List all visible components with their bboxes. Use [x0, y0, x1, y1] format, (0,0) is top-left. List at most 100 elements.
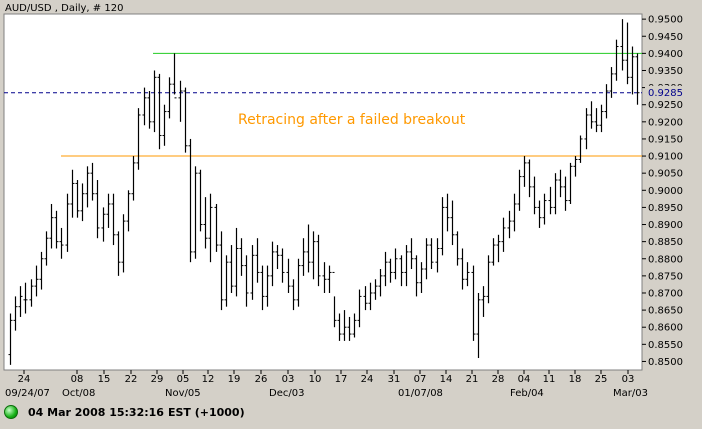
ohlc-bar: [378, 269, 383, 297]
current-price-box: [645, 85, 695, 99]
x-day-label: 04: [518, 374, 531, 385]
ohlc-bar: [54, 210, 59, 249]
x-month-label: 01/07/08: [398, 388, 443, 399]
ohlc-bar: [193, 166, 198, 259]
ohlc-bar: [147, 91, 152, 129]
ohlc-bar: [214, 203, 219, 252]
ohlc-bar: [347, 316, 352, 341]
ohlc-bar: [553, 173, 558, 215]
ohlc-bar: [85, 166, 90, 208]
x-month-label: Oct/08: [62, 388, 95, 399]
price-bars: [8, 19, 640, 365]
y-tick-label: 0.9100: [648, 152, 683, 163]
ohlc-bar: [116, 231, 121, 276]
ohlc-bar: [450, 200, 455, 246]
ohlc-bar: [18, 286, 23, 317]
ohlc-bar: [255, 238, 260, 283]
ohlc-bar: [496, 234, 501, 263]
ohlc-bar: [332, 271, 337, 328]
reference-lines: [4, 52, 642, 157]
ohlc-bar: [224, 255, 229, 307]
y-tick-label: 0.9000: [648, 186, 683, 197]
ohlc-bar: [429, 238, 434, 270]
ohlc-bar: [296, 258, 301, 307]
y-tick-label: 0.8750: [648, 271, 683, 282]
ohlc-bar: [275, 245, 280, 270]
ohlc-bar: [34, 265, 39, 297]
y-tick-label: 0.8700: [648, 288, 683, 299]
ohlc-bar: [29, 279, 34, 307]
ohlc-bar: [537, 200, 542, 228]
ohlc-bar: [409, 238, 414, 270]
x-month-label: Feb/04: [510, 388, 544, 399]
ohlc-bar: [584, 108, 589, 150]
ohlc-bar: [136, 108, 141, 170]
status-timezone: EST (+1000): [167, 405, 245, 419]
ohlc-bar: [229, 245, 234, 293]
ohlc-bar: [414, 255, 419, 297]
ohlc-bar: [167, 77, 172, 119]
ohlc-bar: [75, 180, 80, 218]
ohlc-bar: [280, 248, 285, 283]
x-day-label: 17: [335, 374, 348, 385]
ohlc-bar: [512, 193, 517, 232]
x-day-label: 10: [309, 374, 322, 385]
ohlc-bar: [23, 282, 28, 314]
y-tick-label: 0.9150: [648, 134, 683, 145]
status-bar: 04 Mar 2008 15:32:16 EST (+1000): [4, 402, 245, 422]
x-day-label: 08: [71, 374, 84, 385]
ohlc-bar: [419, 262, 424, 293]
ohlc-bar: [527, 159, 532, 198]
ohlc-bar: [501, 217, 506, 252]
ohlc-bar: [101, 207, 106, 242]
chart-title: AUD/USD , Daily, # 120: [5, 3, 123, 14]
ohlc-bar: [121, 214, 126, 273]
x-day-label: 03: [282, 374, 295, 385]
x-day-label: 29: [151, 374, 164, 385]
ohlc-bar: [563, 176, 568, 211]
current-price-label: 0.9285: [648, 88, 683, 99]
ohlc-bar: [111, 193, 116, 246]
ohlc-bar: [388, 258, 393, 283]
y-tick-label: 0.9250: [648, 100, 683, 111]
ohlc-bar: [13, 296, 18, 331]
y-tick-label: 0.9500: [648, 15, 683, 26]
x-axis: 24 08 15 22 29 05 12 19 26 03 10 17 24 31 07 14 21 28 04 11…: [5, 370, 648, 399]
ohlc-bar: [440, 197, 445, 256]
ohlc-bar: [250, 245, 255, 300]
ohlc-bar: [363, 286, 368, 311]
ohlc-bar: [352, 313, 357, 338]
y-tick-label: 0.8500: [648, 357, 683, 368]
ohlc-bar: [342, 310, 347, 341]
ohlc-bar: [59, 227, 64, 259]
ohlc-bar: [522, 156, 527, 187]
x-month-label: Dec/03: [269, 388, 304, 399]
ohlc-bar: [383, 251, 388, 287]
y-tick-label: 0.8900: [648, 220, 683, 231]
ohlc-bar: [126, 190, 131, 232]
ohlc-bar: [70, 169, 75, 218]
ohlc-bar: [517, 169, 522, 211]
x-day-label: 05: [177, 374, 190, 385]
x-day-label: 14: [440, 374, 453, 385]
y-tick-label: 0.9200: [648, 117, 683, 128]
ohlc-bar: [481, 286, 486, 317]
ohlc-bar: [548, 186, 553, 215]
ohlc-bar: [234, 227, 239, 297]
ohlc-bar: [198, 169, 203, 232]
ohlc-bar: [65, 193, 70, 252]
ohlc-bar: [630, 46, 635, 95]
ohlc-bar: [542, 193, 547, 225]
connection-status-icon: [4, 405, 18, 419]
ohlc-bar: [142, 87, 147, 126]
ohlc-bar: [614, 39, 619, 81]
y-tick-label: 0.9400: [648, 49, 683, 60]
x-day-label: 24: [18, 374, 31, 385]
ohlc-bar: [208, 193, 213, 263]
x-day-label: 24: [361, 374, 374, 385]
x-day-label: 07: [414, 374, 427, 385]
ohlc-bar: [157, 73, 162, 150]
x-day-label: 18: [569, 374, 582, 385]
y-tick-label: 0.9350: [648, 66, 683, 77]
